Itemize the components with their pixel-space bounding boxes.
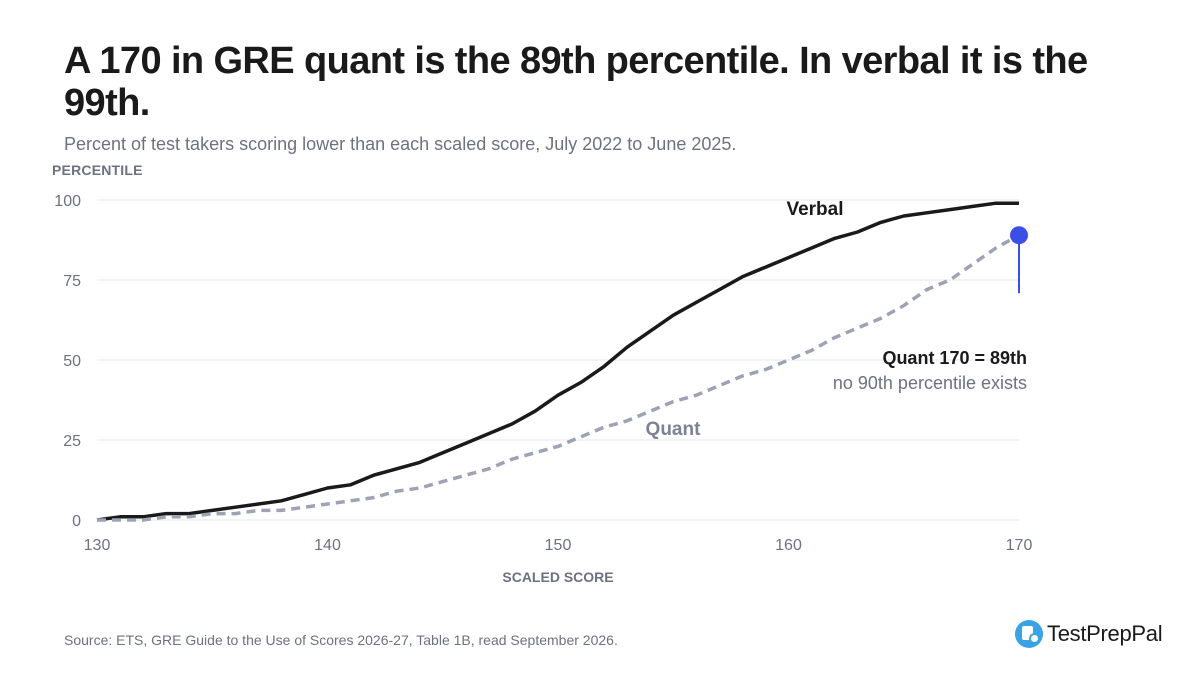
annotation-note: no 90th percentile exists (833, 373, 1027, 393)
chart-subtitle: Percent of test takers scoring lower tha… (64, 134, 737, 154)
brand-logo: TestPrepPal (1015, 620, 1163, 648)
series-line-verbal (96, 201, 1019, 522)
x-tick-label: 140 (314, 537, 341, 554)
line-chart: 0 25 50 75 100 130 140 150 160 170 SCALED SCORE V… (54, 193, 1032, 585)
x-tick-label: 160 (775, 537, 802, 554)
chart-title: A 170 in GRE quant is the 89th percentil… (64, 40, 1088, 124)
x-tick-label: 150 (545, 537, 572, 554)
series-label-verbal: Verbal (786, 199, 843, 220)
grid-lines (97, 199, 1019, 521)
y-axis-label: PERCENTILE (52, 162, 143, 178)
axis-ticks: 0 25 50 75 100 130 140 150 160 170 (54, 193, 1032, 554)
y-tick-label: 0 (72, 513, 81, 530)
annotation-title: Quant 170 = 89th (882, 348, 1027, 368)
y-tick-label: 50 (63, 353, 81, 370)
source-note: Source: ETS, GRE Guide to the Use of Sco… (64, 632, 618, 648)
series-line-quant (97, 233, 1020, 522)
highlight-point (1010, 226, 1028, 245)
y-tick-label: 100 (54, 193, 81, 210)
x-tick-label: 130 (84, 537, 111, 554)
x-tick-label: 170 (1006, 537, 1033, 554)
brand-name: TestPrepPal (1047, 621, 1163, 646)
document-search-icon (1015, 620, 1043, 648)
series-lines (96, 201, 1020, 522)
x-axis-label: SCALED SCORE (502, 569, 613, 585)
highlight-marker (1010, 226, 1028, 294)
y-tick-label: 25 (63, 433, 81, 450)
series-label-quant: Quant (646, 419, 702, 440)
y-tick-label: 75 (63, 273, 81, 290)
